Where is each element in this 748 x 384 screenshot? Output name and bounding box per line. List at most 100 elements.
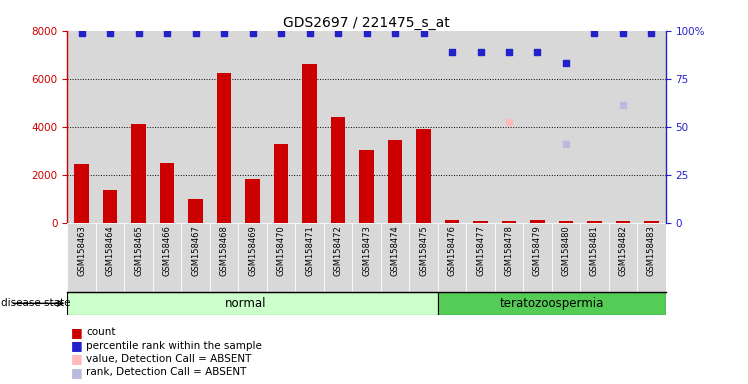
Text: GSM158467: GSM158467 bbox=[191, 225, 200, 276]
Bar bbox=[352, 223, 381, 292]
Bar bbox=[103, 190, 117, 223]
Bar bbox=[209, 223, 239, 292]
Bar bbox=[609, 31, 637, 223]
Point bbox=[532, 49, 544, 55]
Bar bbox=[239, 223, 267, 292]
Bar bbox=[153, 223, 181, 292]
Text: value, Detection Call = ABSENT: value, Detection Call = ABSENT bbox=[86, 354, 251, 364]
Bar bbox=[209, 31, 239, 223]
Bar bbox=[381, 31, 409, 223]
Bar bbox=[616, 221, 630, 223]
Bar bbox=[324, 223, 352, 292]
Bar bbox=[494, 31, 524, 223]
Bar bbox=[124, 223, 153, 292]
Text: GSM158464: GSM158464 bbox=[105, 225, 114, 276]
Text: GSM158475: GSM158475 bbox=[419, 225, 428, 276]
Bar bbox=[352, 31, 381, 223]
Bar bbox=[587, 220, 601, 223]
Point bbox=[218, 30, 230, 36]
Point bbox=[361, 30, 373, 36]
Bar bbox=[644, 221, 658, 223]
Text: GSM158483: GSM158483 bbox=[647, 225, 656, 276]
Bar bbox=[388, 140, 402, 223]
Text: GSM158465: GSM158465 bbox=[134, 225, 143, 276]
Bar bbox=[466, 223, 494, 292]
Point bbox=[560, 141, 572, 147]
Bar bbox=[96, 31, 124, 223]
Text: GSM158480: GSM158480 bbox=[562, 225, 571, 276]
Text: GSM158469: GSM158469 bbox=[248, 225, 257, 276]
Point bbox=[247, 30, 259, 36]
Point bbox=[560, 60, 572, 66]
Title: GDS2697 / 221475_s_at: GDS2697 / 221475_s_at bbox=[283, 16, 450, 30]
Point bbox=[617, 30, 629, 36]
Text: GSM158468: GSM158468 bbox=[220, 225, 229, 276]
Bar bbox=[409, 223, 438, 292]
Bar bbox=[637, 31, 666, 223]
Bar bbox=[524, 31, 552, 223]
Point bbox=[189, 30, 201, 36]
Text: ■: ■ bbox=[71, 366, 83, 379]
Bar bbox=[267, 223, 295, 292]
Bar bbox=[153, 31, 181, 223]
Bar bbox=[559, 221, 573, 223]
Bar bbox=[445, 220, 459, 223]
Bar bbox=[295, 223, 324, 292]
Bar bbox=[473, 221, 488, 223]
Text: rank, Detection Call = ABSENT: rank, Detection Call = ABSENT bbox=[86, 367, 246, 377]
Point bbox=[617, 102, 629, 108]
Bar bbox=[239, 31, 267, 223]
Point bbox=[446, 49, 458, 55]
Text: normal: normal bbox=[224, 297, 266, 310]
Bar bbox=[359, 149, 374, 223]
Bar bbox=[637, 223, 666, 292]
Text: GSM158471: GSM158471 bbox=[305, 225, 314, 276]
Text: count: count bbox=[86, 327, 115, 337]
Bar bbox=[580, 31, 609, 223]
Text: GSM158474: GSM158474 bbox=[390, 225, 399, 276]
Bar bbox=[124, 31, 153, 223]
Text: GSM158470: GSM158470 bbox=[277, 225, 286, 276]
Point bbox=[474, 49, 486, 55]
Bar bbox=[524, 223, 552, 292]
Point bbox=[417, 30, 429, 36]
Bar bbox=[580, 223, 609, 292]
Bar bbox=[96, 223, 124, 292]
Point bbox=[275, 30, 287, 36]
Bar bbox=[438, 292, 666, 315]
Text: GSM158482: GSM158482 bbox=[619, 225, 628, 276]
Bar bbox=[217, 73, 231, 223]
Bar bbox=[494, 223, 524, 292]
Point bbox=[104, 30, 116, 36]
Point bbox=[503, 119, 515, 125]
Bar bbox=[466, 31, 494, 223]
Text: GSM158479: GSM158479 bbox=[533, 225, 542, 276]
Bar bbox=[181, 31, 209, 223]
Bar bbox=[188, 199, 203, 223]
Text: GSM158463: GSM158463 bbox=[77, 225, 86, 276]
Point bbox=[503, 49, 515, 55]
Point bbox=[389, 30, 401, 36]
Bar bbox=[409, 31, 438, 223]
Bar bbox=[274, 144, 288, 223]
Bar bbox=[438, 223, 466, 292]
Bar bbox=[530, 220, 545, 223]
Bar bbox=[67, 31, 96, 223]
Bar bbox=[132, 124, 146, 223]
Point bbox=[76, 30, 88, 36]
Point bbox=[646, 30, 657, 36]
Point bbox=[132, 30, 144, 36]
Text: disease state: disease state bbox=[1, 298, 70, 308]
Bar bbox=[160, 163, 174, 223]
Bar bbox=[302, 65, 316, 223]
Text: GSM158472: GSM158472 bbox=[334, 225, 343, 276]
Bar bbox=[502, 220, 516, 223]
Bar bbox=[331, 117, 345, 223]
Text: GSM158466: GSM158466 bbox=[162, 225, 171, 276]
Text: GSM158481: GSM158481 bbox=[590, 225, 599, 276]
Text: ■: ■ bbox=[71, 326, 83, 339]
Bar bbox=[267, 31, 295, 223]
Point bbox=[589, 30, 601, 36]
Bar bbox=[245, 179, 260, 223]
Bar bbox=[609, 223, 637, 292]
